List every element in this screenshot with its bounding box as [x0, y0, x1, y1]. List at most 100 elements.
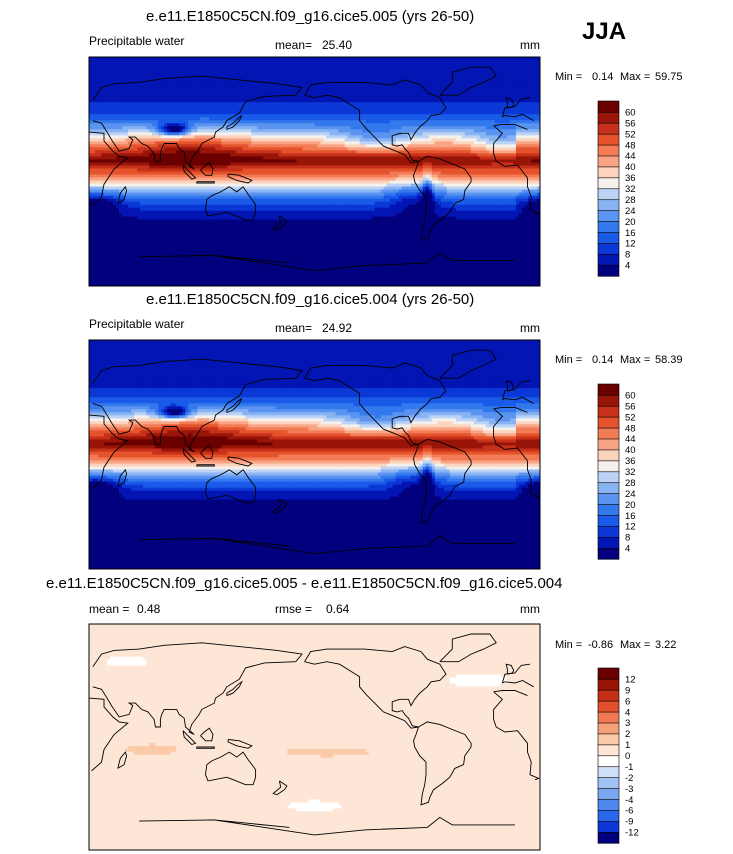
- field-cell: [260, 135, 263, 138]
- field-cell: [420, 81, 423, 84]
- field-cell: [450, 132, 453, 135]
- field-cell: [516, 129, 519, 132]
- field-cell: [167, 63, 170, 66]
- field-cell: [528, 102, 531, 105]
- field-cell: [435, 153, 438, 156]
- field-cell: [342, 135, 345, 138]
- field-cell: [474, 111, 477, 114]
- field-cell: [492, 132, 495, 135]
- field-cell: [179, 66, 182, 69]
- field-cell: [239, 132, 242, 135]
- field-cell: [185, 78, 188, 81]
- field-cell: [360, 90, 363, 93]
- field-cell: [260, 93, 263, 96]
- field-cell: [531, 96, 534, 99]
- field-cell: [167, 72, 170, 75]
- field-cell: [465, 78, 468, 81]
- field-cell: [321, 132, 324, 135]
- field-cell: [471, 93, 474, 96]
- field-cell: [411, 96, 414, 99]
- field-cell: [305, 66, 308, 69]
- field-cell: [381, 150, 384, 153]
- field-cell: [158, 111, 161, 114]
- field-cell: [158, 105, 161, 108]
- field-cell: [227, 90, 230, 93]
- field-cell: [275, 69, 278, 72]
- field-cell: [95, 72, 98, 75]
- field-cell: [447, 69, 450, 72]
- field-cell: [98, 114, 101, 117]
- field-cell: [336, 63, 339, 66]
- field-cell: [170, 66, 173, 69]
- field-cell: [333, 123, 336, 126]
- field-cell: [260, 105, 263, 108]
- field-cell: [152, 126, 155, 129]
- field-cell: [302, 129, 305, 132]
- field-cell: [408, 114, 411, 117]
- field-cell: [327, 126, 330, 129]
- field-cell: [408, 75, 411, 78]
- field-cell: [348, 90, 351, 93]
- field-cell: [435, 90, 438, 93]
- field-cell: [396, 90, 399, 93]
- field-cell: [471, 81, 474, 84]
- field-cell: [453, 99, 456, 102]
- field-cell: [299, 60, 302, 63]
- field-cell: [230, 57, 233, 60]
- field-cell: [212, 126, 215, 129]
- field-cell: [483, 66, 486, 69]
- field-cell: [435, 63, 438, 66]
- field-cell: [357, 129, 360, 132]
- field-cell: [281, 132, 284, 135]
- field-cell: [483, 138, 486, 141]
- field-cell: [197, 90, 200, 93]
- field-cell: [318, 153, 321, 156]
- field-cell: [230, 96, 233, 99]
- field-cell: [462, 138, 465, 141]
- field-cell: [227, 60, 230, 63]
- field-cell: [164, 132, 167, 135]
- field-cell: [116, 114, 119, 117]
- field-cell: [372, 84, 375, 87]
- field-cell: [254, 90, 257, 93]
- field-cell: [417, 120, 420, 123]
- field-cell: [152, 57, 155, 60]
- field-cell: [489, 87, 492, 90]
- field-cell: [131, 129, 134, 132]
- field-cell: [155, 99, 158, 102]
- field-cell: [444, 60, 447, 63]
- field-cell: [489, 99, 492, 102]
- field-cell: [194, 60, 197, 63]
- field-cell: [387, 72, 390, 75]
- field-cell: [414, 144, 417, 147]
- field-cell: [260, 141, 263, 144]
- field-cell: [137, 60, 140, 63]
- field-cell: [167, 84, 170, 87]
- field-cell: [483, 57, 486, 60]
- field-cell: [474, 138, 477, 141]
- field-cell: [504, 120, 507, 123]
- field-cell: [236, 99, 239, 102]
- field-cell: [113, 126, 116, 129]
- field-cell: [330, 75, 333, 78]
- field-cell: [194, 111, 197, 114]
- field-cell: [405, 108, 408, 111]
- field-cell: [311, 87, 314, 90]
- field-cell: [266, 84, 269, 87]
- field-cell: [408, 117, 411, 120]
- field-cell: [110, 144, 113, 147]
- field-cell: [158, 93, 161, 96]
- field-cell: [339, 75, 342, 78]
- field-cell: [164, 123, 167, 126]
- field-cell: [287, 144, 290, 147]
- field-cell: [245, 57, 248, 60]
- field-cell: [167, 99, 170, 102]
- field-cell: [194, 126, 197, 129]
- field-cell: [387, 90, 390, 93]
- field-cell: [173, 144, 176, 147]
- field-cell: [432, 84, 435, 87]
- field-cell: [269, 153, 272, 156]
- field-cell: [134, 93, 137, 96]
- field-cell: [116, 60, 119, 63]
- field-cell: [384, 129, 387, 132]
